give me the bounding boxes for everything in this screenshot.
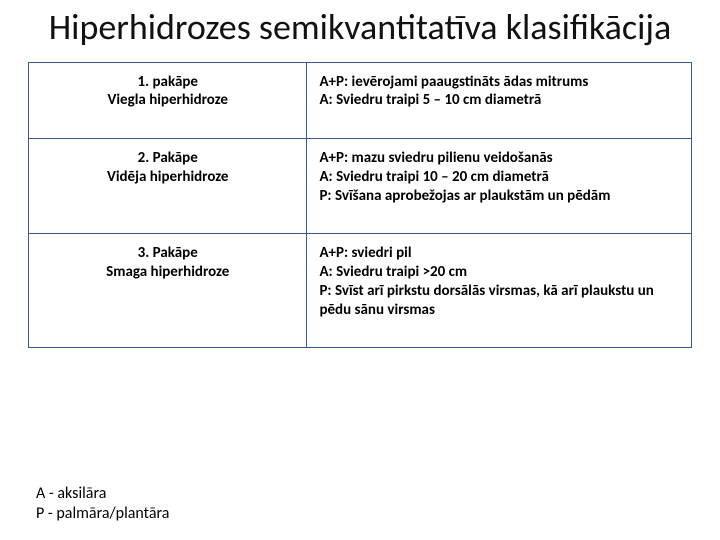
- stage-title: 1. pakāpe: [41, 73, 294, 92]
- legend: A - aksilāra P - palmāra/plantāra: [36, 484, 169, 524]
- slide-container: Hiperhidrozes semikvantitatīva klasifikā…: [0, 0, 720, 540]
- stage-cell: 1. pakāpe Viegla hiperhidroze: [29, 62, 307, 139]
- table-row: 3. Pakāpe Smaga hiperhidroze A+P: sviedr…: [29, 234, 692, 348]
- desc-line: A: Sviedru traipi 10 – 20 cm diametrā: [319, 168, 679, 187]
- stage-subtitle: Smaga hiperhidroze: [41, 263, 294, 282]
- stage-cell: 2. Pakāpe Vidēja hiperhidroze: [29, 139, 307, 234]
- desc-line: A+P: sviedri pil: [319, 244, 679, 263]
- slide-title: Hiperhidrozes semikvantitatīva klasifikā…: [28, 8, 692, 48]
- stage-subtitle: Viegla hiperhidroze: [41, 91, 294, 110]
- desc-line: A: Sviedru traipi >20 cm: [319, 263, 679, 282]
- description-cell: A+P: mazu sviedru pilienu veidošanās A: …: [307, 139, 692, 234]
- stage-subtitle: Vidēja hiperhidroze: [41, 168, 294, 187]
- table-row: 1. pakāpe Viegla hiperhidroze A+P: ievēr…: [29, 62, 692, 139]
- description-cell: A+P: ievērojami paaugstināts ādas mitrum…: [307, 62, 692, 139]
- desc-line: A: Sviedru traipi 5 – 10 cm diametrā: [319, 91, 679, 110]
- description-cell: A+P: sviedri pil A: Sviedru traipi >20 c…: [307, 234, 692, 348]
- desc-line: P: Svīšana aprobežojas ar plaukstām un p…: [319, 187, 679, 206]
- desc-line: P: Svīst arī pirkstu dorsālās virsmas, k…: [319, 282, 679, 320]
- table-row: 2. Pakāpe Vidēja hiperhidroze A+P: mazu …: [29, 139, 692, 234]
- classification-table: 1. pakāpe Viegla hiperhidroze A+P: ievēr…: [28, 62, 692, 349]
- stage-title: 2. Pakāpe: [41, 149, 294, 168]
- desc-line: A+P: ievērojami paaugstināts ādas mitrum…: [319, 73, 679, 92]
- stage-cell: 3. Pakāpe Smaga hiperhidroze: [29, 234, 307, 348]
- desc-line: A+P: mazu sviedru pilienu veidošanās: [319, 149, 679, 168]
- legend-line-a: A - aksilāra: [36, 484, 169, 504]
- legend-line-p: P - palmāra/plantāra: [36, 504, 169, 524]
- stage-title: 3. Pakāpe: [41, 244, 294, 263]
